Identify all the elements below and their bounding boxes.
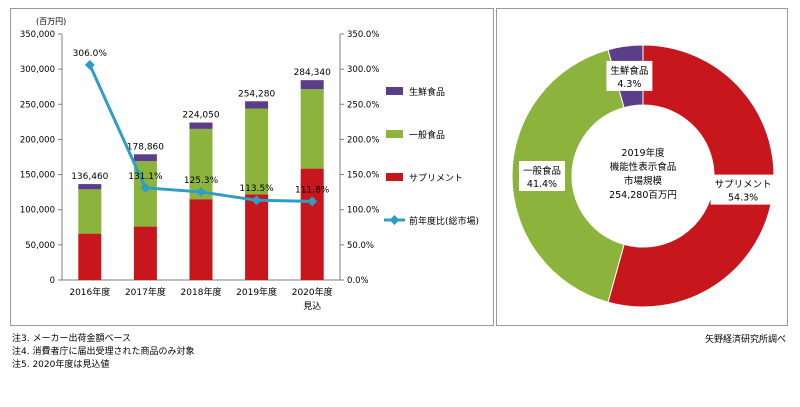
y2-tick-label: 200.0% bbox=[347, 135, 379, 145]
donut-slice-name: サプリメント bbox=[715, 180, 772, 191]
bar-total-label: 178,860 bbox=[127, 142, 164, 152]
growth-marker bbox=[196, 186, 206, 197]
note-5: 注5. 2020年度は見込値 bbox=[12, 360, 110, 370]
bar-segment bbox=[189, 128, 213, 200]
donut-slice-name: 生鮮食品 bbox=[610, 65, 648, 77]
legend-label: サプリメント bbox=[409, 173, 463, 184]
bar-total-label: 284,340 bbox=[294, 68, 331, 78]
x-tick-label: 2017年度 bbox=[125, 286, 166, 298]
y2-tick-label: 50.0% bbox=[347, 241, 374, 251]
donut-label-box bbox=[710, 174, 776, 205]
growth-label: 111.8% bbox=[295, 185, 330, 195]
y2-tick-label: 0.0% bbox=[347, 276, 369, 286]
growth-label: 306.0% bbox=[73, 49, 108, 59]
donut-slice-value: 54.3% bbox=[728, 193, 758, 204]
x-tick-label: 2020年度 bbox=[292, 286, 333, 298]
donut-slice-value: 41.4% bbox=[527, 179, 557, 190]
bar-segment bbox=[133, 154, 157, 162]
y-tick-label: 50,000 bbox=[25, 241, 55, 251]
donut-label-box bbox=[606, 60, 653, 91]
y2-tick-label: 350.0% bbox=[347, 30, 379, 40]
bar-segment bbox=[245, 108, 269, 195]
legend-line-marker bbox=[389, 215, 400, 225]
bar-segment bbox=[78, 189, 102, 234]
y-axis-unit-label: (百万円) bbox=[36, 17, 66, 26]
growth-label: 125.3% bbox=[184, 176, 219, 186]
donut-slice-name: 一般食品 bbox=[523, 165, 561, 177]
bar-segment bbox=[189, 199, 213, 280]
bar-segment bbox=[78, 233, 102, 280]
legend-label: 前年度比(総市場) bbox=[409, 215, 479, 227]
bar-total-label: 254,280 bbox=[238, 89, 275, 99]
x-tick-label: 2016年度 bbox=[69, 286, 110, 298]
donut-slice-value: 4.3% bbox=[617, 79, 641, 90]
donut-center-text: 254,280百万円 bbox=[609, 190, 677, 201]
bar-segment bbox=[300, 168, 324, 280]
donut-center-text: 市場規模 bbox=[624, 175, 663, 187]
bar-segment bbox=[300, 89, 324, 169]
y-tick-label: 250,000 bbox=[20, 100, 55, 110]
bar-segment bbox=[245, 194, 269, 280]
growth-marker bbox=[307, 196, 318, 207]
legend-swatch bbox=[386, 173, 403, 181]
y-tick-label: 300,000 bbox=[20, 65, 55, 75]
donut-label-box bbox=[519, 161, 565, 191]
x-tick-label: 2018年度 bbox=[181, 286, 222, 298]
growth-label: 113.5% bbox=[239, 184, 274, 194]
growth-marker bbox=[140, 182, 151, 193]
y-tick-label: 350,000 bbox=[20, 30, 55, 40]
bar-segment bbox=[300, 80, 324, 90]
donut-center-text: 機能性表示食品 bbox=[610, 161, 677, 173]
bar-total-label: 136,460 bbox=[71, 172, 108, 182]
bar-segment bbox=[189, 122, 213, 129]
x-tick-label: 2019年度 bbox=[236, 286, 277, 298]
donut-center-text: 2019年度 bbox=[621, 147, 665, 159]
growth-marker bbox=[84, 59, 95, 70]
donut-slice bbox=[511, 49, 625, 303]
growth-label: 131.1% bbox=[128, 172, 163, 182]
y2-tick-label: 100.0% bbox=[347, 206, 379, 216]
x-tick-sublabel: 見込 bbox=[303, 301, 321, 312]
y-tick-label: 200,000 bbox=[20, 135, 55, 145]
legend-swatch bbox=[386, 130, 403, 138]
legend-label: 一般食品 bbox=[409, 129, 445, 141]
legend-label: 生鮮食品 bbox=[409, 86, 445, 98]
legend-swatch bbox=[386, 87, 403, 95]
note-4: 注4. 消費者庁に届出受理された商品のみ対象 bbox=[12, 347, 195, 357]
bar-segment bbox=[78, 184, 102, 190]
donut-slice bbox=[607, 44, 775, 308]
bar-segment bbox=[245, 101, 269, 109]
y-tick-label: 0 bbox=[50, 276, 55, 286]
y-tick-label: 100,000 bbox=[20, 206, 55, 216]
growth-marker bbox=[251, 195, 262, 206]
source-credit: 矢野経済研究所調べ bbox=[704, 335, 786, 345]
y2-tick-label: 150.0% bbox=[347, 171, 379, 181]
y-tick-label: 150,000 bbox=[20, 171, 55, 181]
y2-tick-label: 300.0% bbox=[347, 65, 379, 75]
note-3: 注3. メーカー出荷金額ベース bbox=[12, 334, 131, 344]
bar-segment bbox=[133, 226, 157, 280]
y2-tick-label: 250.0% bbox=[347, 100, 379, 110]
bar-total-label: 224,050 bbox=[182, 111, 219, 121]
